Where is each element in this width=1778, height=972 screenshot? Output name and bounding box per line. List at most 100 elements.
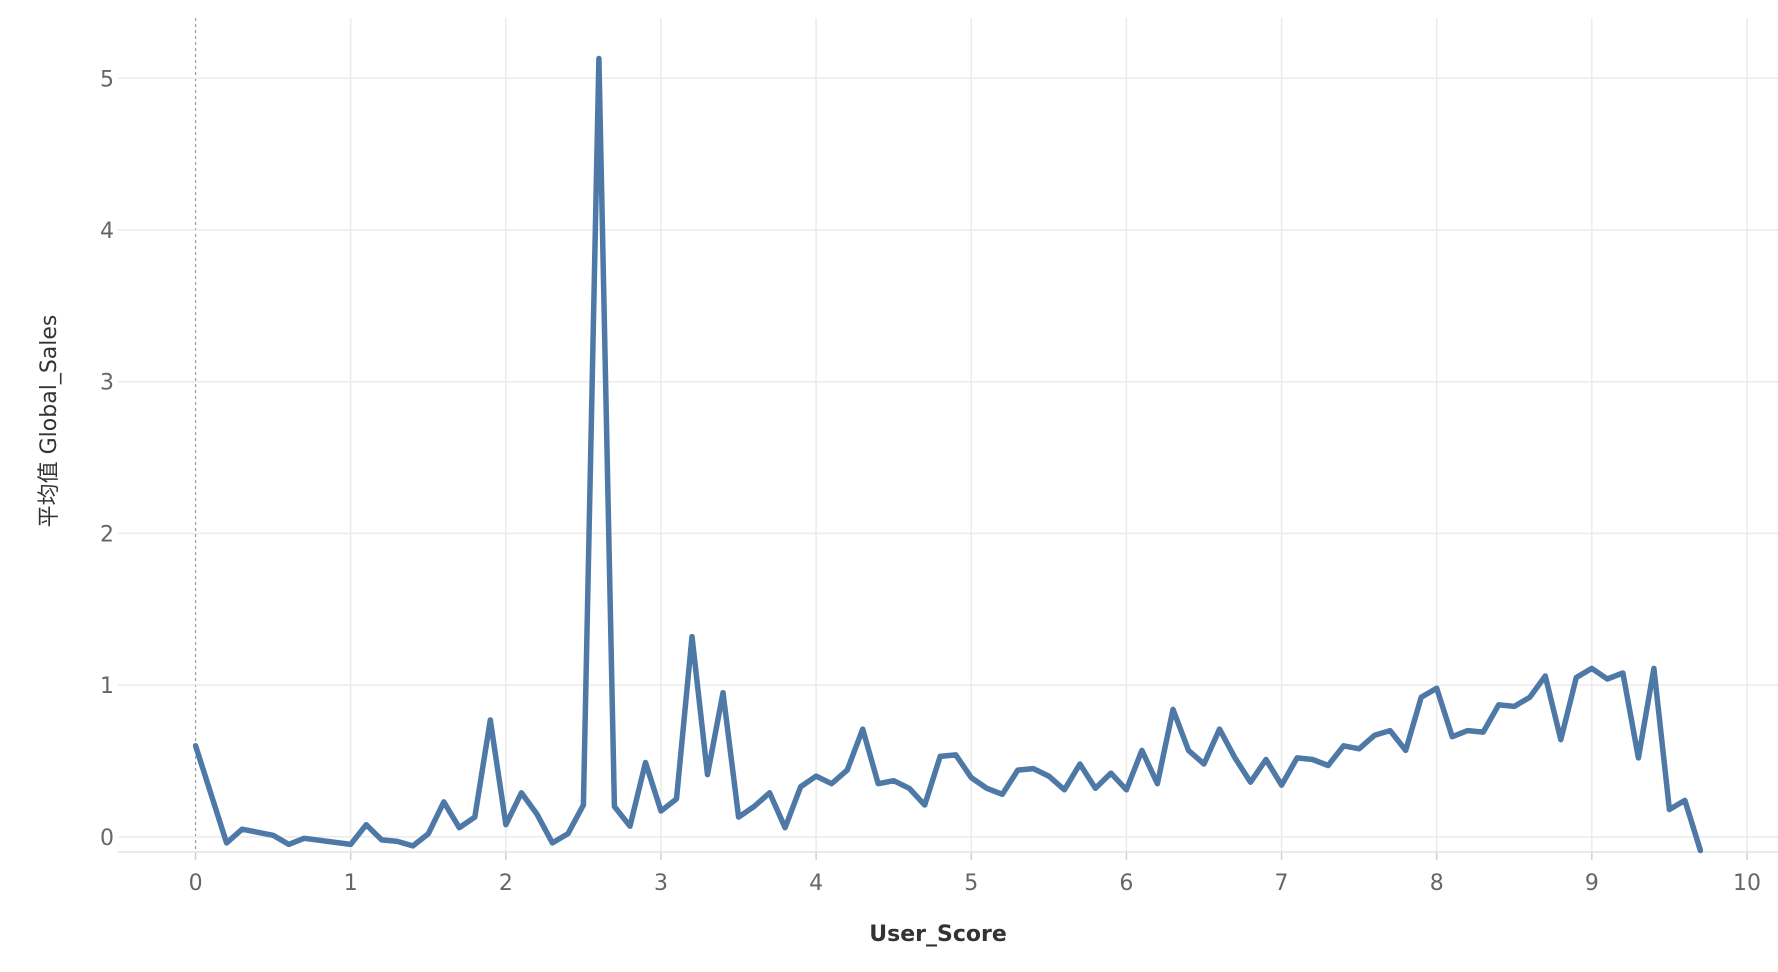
data-point <box>1620 670 1626 676</box>
y-tick-label: 5 <box>100 67 114 92</box>
data-point <box>674 796 680 802</box>
data-point <box>503 822 509 828</box>
data-point <box>441 799 447 805</box>
data-point <box>689 634 695 640</box>
data-point <box>984 785 990 791</box>
x-tick-label: 2 <box>499 871 513 896</box>
data-point <box>1186 747 1192 753</box>
data-point <box>286 841 292 847</box>
data-point <box>1356 746 1362 752</box>
x-tick-label: 0 <box>189 871 203 896</box>
data-point <box>1030 766 1036 772</box>
data-point <box>1372 732 1378 738</box>
data-point <box>425 831 431 837</box>
data-point <box>844 767 850 773</box>
data-point <box>1092 785 1098 791</box>
data-point <box>472 814 478 820</box>
data-point <box>1651 665 1657 671</box>
data-point <box>736 814 742 820</box>
data-point <box>1387 728 1393 734</box>
data-point <box>518 790 524 796</box>
data-point <box>348 841 354 847</box>
data-point <box>1635 755 1641 761</box>
data-point <box>1279 782 1285 788</box>
data-point <box>1046 773 1052 779</box>
data-point <box>1682 797 1688 803</box>
data-point <box>1589 665 1595 671</box>
y-tick-label: 0 <box>100 826 114 851</box>
x-tick-label: 9 <box>1585 871 1599 896</box>
data-point <box>720 690 726 696</box>
data-point <box>534 811 540 817</box>
x-tick-label: 7 <box>1275 871 1289 896</box>
data-point <box>1139 747 1145 753</box>
data-point <box>394 838 400 844</box>
data-point <box>1325 763 1331 769</box>
data-point <box>1061 787 1067 793</box>
data-point <box>193 743 199 749</box>
x-tick-label: 4 <box>809 871 823 896</box>
data-point <box>1542 673 1548 679</box>
y-tick-label: 3 <box>100 371 114 396</box>
series-layer <box>192 55 1704 854</box>
data-point <box>643 760 649 766</box>
data-point <box>906 785 912 791</box>
data-point <box>937 753 943 759</box>
data-point <box>1527 694 1533 700</box>
data-point <box>1434 685 1440 691</box>
data-point <box>580 802 586 808</box>
data-point <box>1123 787 1129 793</box>
gridlines <box>118 18 1778 852</box>
data-point <box>456 825 462 831</box>
data-point <box>1465 728 1471 734</box>
data-point <box>596 56 602 62</box>
data-point <box>1697 848 1703 854</box>
x-tick-label: 3 <box>654 871 668 896</box>
data-point <box>1263 757 1269 763</box>
data-point <box>658 808 664 814</box>
data-point <box>751 804 757 810</box>
x-tick-label: 1 <box>344 871 358 896</box>
data-point <box>767 790 773 796</box>
data-point <box>270 832 276 838</box>
data-point <box>705 772 711 778</box>
data-point <box>611 804 617 810</box>
data-point <box>239 826 245 832</box>
data-point <box>1170 706 1176 712</box>
data-point <box>813 773 819 779</box>
data-point <box>1449 734 1455 740</box>
data-point <box>1480 729 1486 735</box>
series-line <box>192 55 1704 854</box>
data-point <box>1573 675 1579 681</box>
data-point <box>487 717 493 723</box>
data-point <box>999 791 1005 797</box>
data-point <box>1248 779 1254 785</box>
x-tick-label: 5 <box>964 871 978 896</box>
data-point <box>1418 694 1424 700</box>
y-tick-label: 4 <box>100 219 114 244</box>
data-point <box>968 775 974 781</box>
data-point <box>549 840 555 846</box>
data-point <box>782 825 788 831</box>
data-point <box>1217 726 1223 732</box>
data-point <box>301 835 307 841</box>
x-tick-label: 6 <box>1119 871 1133 896</box>
data-point <box>224 840 230 846</box>
data-point <box>829 781 835 787</box>
data-point <box>1558 737 1564 743</box>
data-point <box>1154 781 1160 787</box>
data-point <box>1310 757 1316 763</box>
data-point <box>363 822 369 828</box>
y-axis-title: 平均值 Global_Sales <box>37 315 62 528</box>
data-point <box>627 823 633 829</box>
data-point <box>379 837 385 843</box>
data-point <box>1108 770 1114 776</box>
data-point <box>891 778 897 784</box>
y-tick-label: 2 <box>100 522 114 547</box>
x-tick-label: 10 <box>1733 871 1761 896</box>
y-tick-label: 1 <box>100 674 114 699</box>
data-point <box>1077 761 1083 767</box>
data-point <box>953 752 959 758</box>
